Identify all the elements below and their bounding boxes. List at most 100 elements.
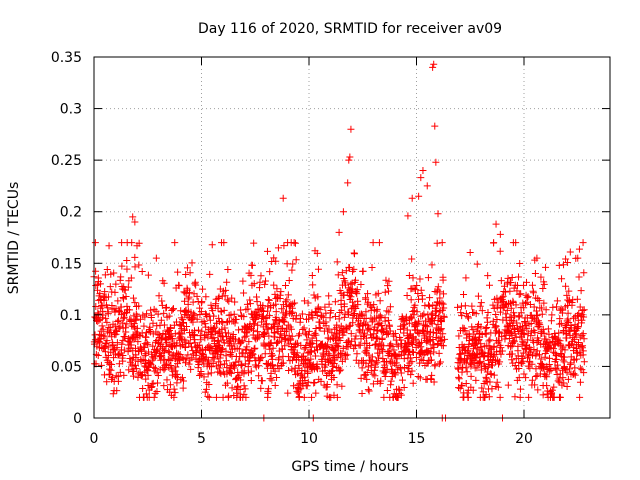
data-point bbox=[316, 306, 324, 314]
data-point bbox=[228, 384, 236, 392]
data-point bbox=[431, 361, 439, 369]
data-point bbox=[540, 280, 548, 288]
data-point bbox=[322, 322, 330, 330]
data-point bbox=[533, 311, 541, 319]
data-point bbox=[424, 301, 432, 309]
data-point bbox=[129, 372, 137, 380]
data-point bbox=[577, 342, 585, 350]
data-point bbox=[517, 290, 525, 298]
data-point bbox=[210, 312, 218, 320]
data-point bbox=[317, 377, 325, 385]
data-point bbox=[363, 369, 371, 377]
data-point bbox=[398, 376, 406, 384]
data-point bbox=[395, 386, 403, 394]
data-point bbox=[477, 299, 485, 307]
data-point bbox=[331, 325, 339, 333]
data-point bbox=[527, 332, 535, 340]
data-point bbox=[107, 270, 115, 278]
data-point bbox=[235, 357, 243, 365]
data-point bbox=[180, 318, 188, 326]
data-point bbox=[126, 338, 134, 346]
data-point bbox=[228, 294, 236, 302]
data-point bbox=[408, 348, 416, 356]
data-point bbox=[292, 312, 300, 320]
x-tick-label: 0 bbox=[90, 431, 99, 447]
data-point bbox=[283, 327, 291, 335]
data-point bbox=[201, 355, 209, 363]
data-point bbox=[118, 319, 126, 327]
data-point bbox=[464, 393, 472, 401]
data-point bbox=[574, 254, 582, 262]
data-point bbox=[116, 323, 124, 331]
data-point bbox=[243, 343, 251, 351]
data-point bbox=[334, 343, 342, 351]
data-point bbox=[351, 276, 359, 284]
data-point bbox=[391, 329, 399, 337]
plot-frame bbox=[93, 56, 611, 419]
data-point bbox=[101, 332, 109, 340]
data-point bbox=[120, 346, 128, 354]
data-point bbox=[142, 333, 150, 341]
data-point bbox=[557, 305, 565, 313]
data-point bbox=[262, 342, 270, 350]
data-point bbox=[575, 245, 583, 253]
data-point bbox=[117, 303, 125, 311]
data-point bbox=[138, 372, 146, 380]
data-point bbox=[522, 322, 530, 330]
data-point bbox=[197, 336, 205, 344]
data-point bbox=[416, 359, 424, 367]
data-point bbox=[137, 315, 145, 323]
data-point bbox=[417, 174, 425, 182]
data-point bbox=[218, 325, 226, 333]
data-point bbox=[277, 330, 285, 338]
data-point bbox=[128, 239, 136, 247]
data-point bbox=[490, 342, 498, 350]
data-point bbox=[235, 371, 243, 379]
data-point bbox=[207, 369, 215, 377]
data-point bbox=[202, 311, 210, 319]
data-point bbox=[193, 292, 201, 300]
data-point bbox=[413, 308, 421, 316]
data-point bbox=[461, 327, 469, 335]
y-tick-label: 0 bbox=[73, 411, 82, 427]
data-point bbox=[392, 359, 400, 367]
data-point bbox=[455, 365, 463, 373]
x-tick-label: 10 bbox=[300, 431, 318, 447]
data-point bbox=[235, 345, 243, 353]
data-point bbox=[381, 361, 389, 369]
data-point bbox=[530, 346, 538, 354]
data-point bbox=[131, 263, 139, 271]
data-point bbox=[533, 347, 541, 355]
data-point bbox=[306, 348, 314, 356]
data-point bbox=[579, 239, 587, 247]
data-point bbox=[254, 305, 262, 313]
data-point bbox=[177, 314, 185, 322]
data-point bbox=[460, 291, 468, 299]
data-point bbox=[576, 333, 584, 341]
data-point bbox=[492, 310, 500, 318]
data-point bbox=[325, 292, 333, 300]
data-point bbox=[218, 318, 226, 326]
data-point bbox=[421, 302, 429, 310]
data-point bbox=[183, 264, 191, 272]
data-point bbox=[469, 326, 477, 334]
data-point bbox=[289, 300, 297, 308]
data-point bbox=[246, 296, 254, 304]
data-point bbox=[344, 179, 352, 187]
data-point bbox=[516, 385, 524, 393]
data-point bbox=[328, 329, 336, 337]
data-point bbox=[580, 335, 588, 343]
data-point bbox=[333, 393, 341, 401]
data-point bbox=[243, 300, 251, 308]
chart-title: Day 116 of 2020, SRMTID for receiver av0… bbox=[198, 21, 502, 37]
data-point bbox=[158, 297, 166, 305]
data-point bbox=[528, 360, 536, 368]
data-point bbox=[312, 352, 320, 360]
data-point bbox=[330, 374, 338, 382]
data-point bbox=[230, 340, 238, 348]
data-point bbox=[182, 271, 190, 279]
data-point bbox=[268, 376, 276, 384]
data-point bbox=[296, 330, 304, 338]
data-point bbox=[224, 265, 232, 273]
data-point bbox=[247, 271, 255, 279]
